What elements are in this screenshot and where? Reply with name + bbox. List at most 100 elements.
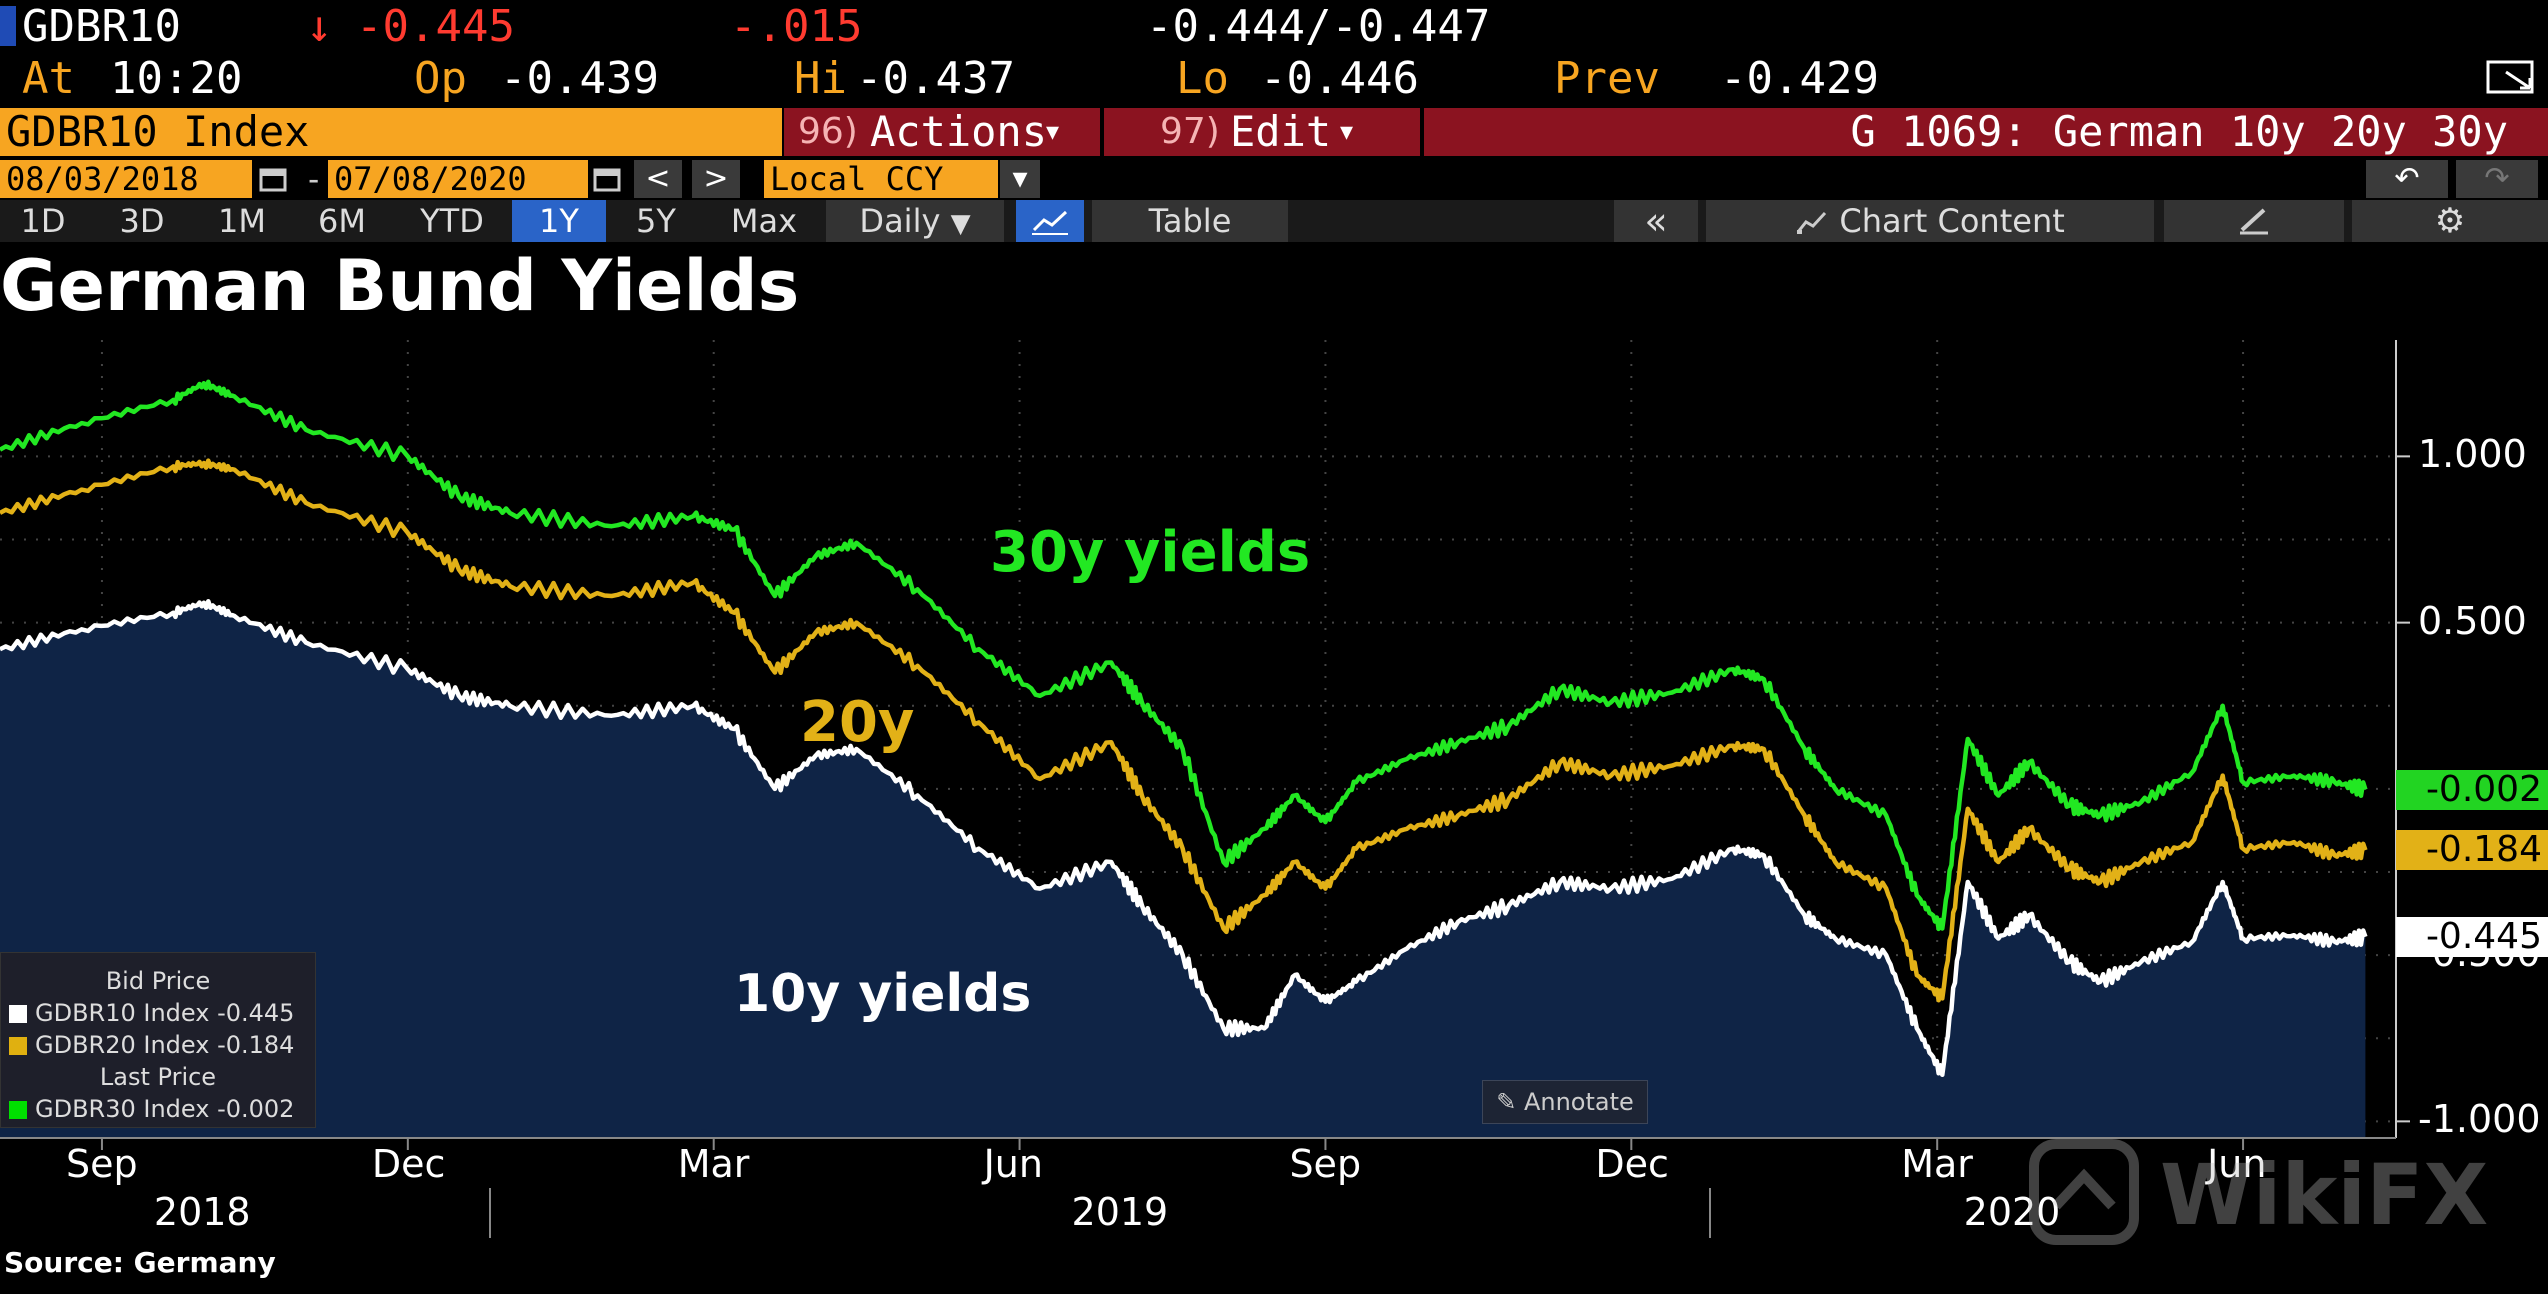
x-tick-label: Mar bbox=[1901, 1142, 1973, 1186]
end-date-input[interactable]: 07/08/2020 bbox=[328, 160, 588, 198]
frequency-select[interactable]: Daily ▼ bbox=[826, 200, 1004, 242]
chevron-down-icon: ▾ bbox=[1340, 117, 1354, 147]
legend-swatch bbox=[9, 1005, 27, 1023]
last-change: -0.445 bbox=[356, 1, 515, 52]
calendar-icon[interactable] bbox=[592, 164, 622, 194]
legend-swatch bbox=[9, 1037, 27, 1055]
legend-last-header: Last Price bbox=[99, 1063, 217, 1091]
tab-6m[interactable]: 6M bbox=[318, 202, 366, 240]
area-10y bbox=[0, 601, 2366, 1138]
actions-number: 96) bbox=[798, 111, 858, 152]
prev-label: Prev bbox=[1554, 53, 1660, 104]
currency-dropdown-icon[interactable]: ▾ bbox=[1000, 160, 1040, 198]
watermark: WikiFX bbox=[2026, 1136, 2526, 1256]
open-value: -0.439 bbox=[500, 53, 659, 104]
edit-label: Edit bbox=[1230, 107, 1332, 156]
frequency-label: Daily bbox=[859, 202, 941, 240]
x-tick-label: Mar bbox=[677, 1142, 750, 1186]
high-value: -0.437 bbox=[856, 53, 1015, 104]
watermark-logo-icon bbox=[2029, 1139, 2139, 1245]
chart-content-label: Chart Content bbox=[1839, 202, 2065, 240]
chart-name: G 1069: German 10y 20y 30y bbox=[1424, 108, 2548, 156]
annotate-button[interactable]: ✎ Annotate bbox=[1482, 1080, 1648, 1124]
x-tick-label: Sep bbox=[65, 1142, 138, 1186]
date-separator: - bbox=[304, 160, 324, 198]
last-value-20y: -0.184 bbox=[2396, 830, 2548, 871]
low-value: -0.446 bbox=[1260, 53, 1419, 104]
tab-ytd[interactable]: YTD bbox=[420, 202, 484, 240]
year-label: 2019 bbox=[1071, 1190, 1169, 1234]
last-value-30y: -0.002 bbox=[2396, 769, 2548, 810]
bid-ask: -0.444/-0.447 bbox=[1146, 1, 1491, 52]
popout-icon[interactable] bbox=[2484, 58, 2540, 98]
net-change: -.015 bbox=[730, 1, 863, 52]
legend-item-30y: GDBR30 Index -0.002 bbox=[9, 1095, 294, 1123]
tab-1m[interactable]: 1M bbox=[218, 202, 266, 240]
legend-bid-header: Bid Price bbox=[105, 967, 211, 995]
high-label: Hi bbox=[794, 53, 847, 104]
currency-select[interactable]: Local CCY bbox=[764, 160, 998, 198]
calendar-icon[interactable] bbox=[258, 164, 288, 194]
at-label: At bbox=[22, 53, 75, 104]
collapse-button[interactable]: « bbox=[1614, 200, 1698, 242]
undo-icon[interactable]: ↶ bbox=[2366, 160, 2448, 198]
legend-swatch bbox=[9, 1101, 27, 1119]
pencil-icon: ✎ bbox=[1496, 1088, 1517, 1116]
y-tick-label: 1.000 bbox=[2418, 432, 2527, 477]
ticker-marker bbox=[0, 6, 16, 46]
next-range-button[interactable]: > bbox=[692, 160, 740, 198]
x-tick-label: Jun bbox=[2207, 1142, 2267, 1186]
edit-chart-icon[interactable] bbox=[2164, 200, 2344, 242]
legend-panel: Bid Price GDBR10 Index -0.445 GDBR20 Ind… bbox=[0, 952, 316, 1128]
x-tick-label: Jun bbox=[983, 1142, 1043, 1186]
prev-range-button[interactable]: < bbox=[634, 160, 682, 198]
annotation-30y: 30y yields bbox=[990, 520, 1311, 585]
redo-icon[interactable]: ↷ bbox=[2456, 160, 2538, 198]
last-value-10y: -0.445 bbox=[2396, 916, 2548, 957]
at-time: 10:20 bbox=[110, 53, 243, 104]
start-date-input[interactable]: 08/03/2018 bbox=[0, 160, 252, 198]
legend-label: GDBR10 Index -0.445 bbox=[35, 999, 295, 1027]
actions-menu[interactable]: 96) Actions ▾ bbox=[784, 108, 1100, 156]
legend-label: GDBR20 Index -0.184 bbox=[35, 1031, 295, 1059]
chart-content-button[interactable]: Chart Content bbox=[1706, 200, 2154, 242]
series-line-10y bbox=[0, 598, 2368, 1078]
tab-3d[interactable]: 3D bbox=[119, 202, 165, 240]
x-tick-label: Sep bbox=[1289, 1142, 1362, 1186]
table-button[interactable]: Table bbox=[1092, 200, 1288, 242]
low-label: Lo bbox=[1176, 53, 1229, 104]
down-arrow-icon: ↓ bbox=[306, 1, 333, 52]
watermark-text: WikiFX bbox=[2160, 1146, 2489, 1244]
annotation-20y: 20y bbox=[800, 690, 915, 755]
y-tick-label: -1.000 bbox=[2418, 1097, 2541, 1142]
source-note: Source: Germany bbox=[4, 1246, 276, 1279]
series-line-30y bbox=[0, 379, 2368, 932]
chevron-down-icon: ▼ bbox=[950, 209, 971, 239]
settings-gear-icon[interactable]: ⚙ bbox=[2352, 200, 2548, 242]
x-tick-label: Dec bbox=[371, 1142, 446, 1186]
open-label: Op bbox=[414, 53, 467, 104]
prev-value: -0.429 bbox=[1720, 53, 1879, 104]
security-field[interactable]: GDBR10 Index bbox=[0, 108, 782, 156]
edit-menu[interactable]: 97) Edit ▾ bbox=[1104, 108, 1420, 156]
annotation-10y: 10y yields bbox=[734, 964, 1032, 1024]
annotate-label: Annotate bbox=[1523, 1088, 1634, 1116]
series-line-20y bbox=[0, 458, 2368, 1003]
chevron-down-icon: ▾ bbox=[1046, 117, 1060, 147]
line-chart-icon[interactable] bbox=[1016, 200, 1084, 242]
tab-1d[interactable]: 1D bbox=[20, 202, 66, 240]
chart-content-icon bbox=[1795, 202, 1839, 240]
edit-number: 97) bbox=[1160, 111, 1220, 152]
legend-label: GDBR30 Index -0.002 bbox=[35, 1095, 295, 1123]
tab-5y[interactable]: 5Y bbox=[636, 202, 676, 240]
legend-item-20y: GDBR20 Index -0.184 bbox=[9, 1031, 294, 1059]
x-tick-label: Dec bbox=[1595, 1142, 1669, 1186]
year-label: 2020 bbox=[1963, 1190, 2061, 1234]
tab-1y[interactable]: 1Y bbox=[512, 200, 606, 242]
legend-item-10y: GDBR10 Index -0.445 bbox=[9, 999, 294, 1027]
ticker: GDBR10 bbox=[22, 1, 181, 52]
year-label: 2018 bbox=[153, 1190, 251, 1234]
y-tick-label: 0.500 bbox=[2418, 598, 2527, 643]
tab-max[interactable]: Max bbox=[730, 202, 798, 240]
